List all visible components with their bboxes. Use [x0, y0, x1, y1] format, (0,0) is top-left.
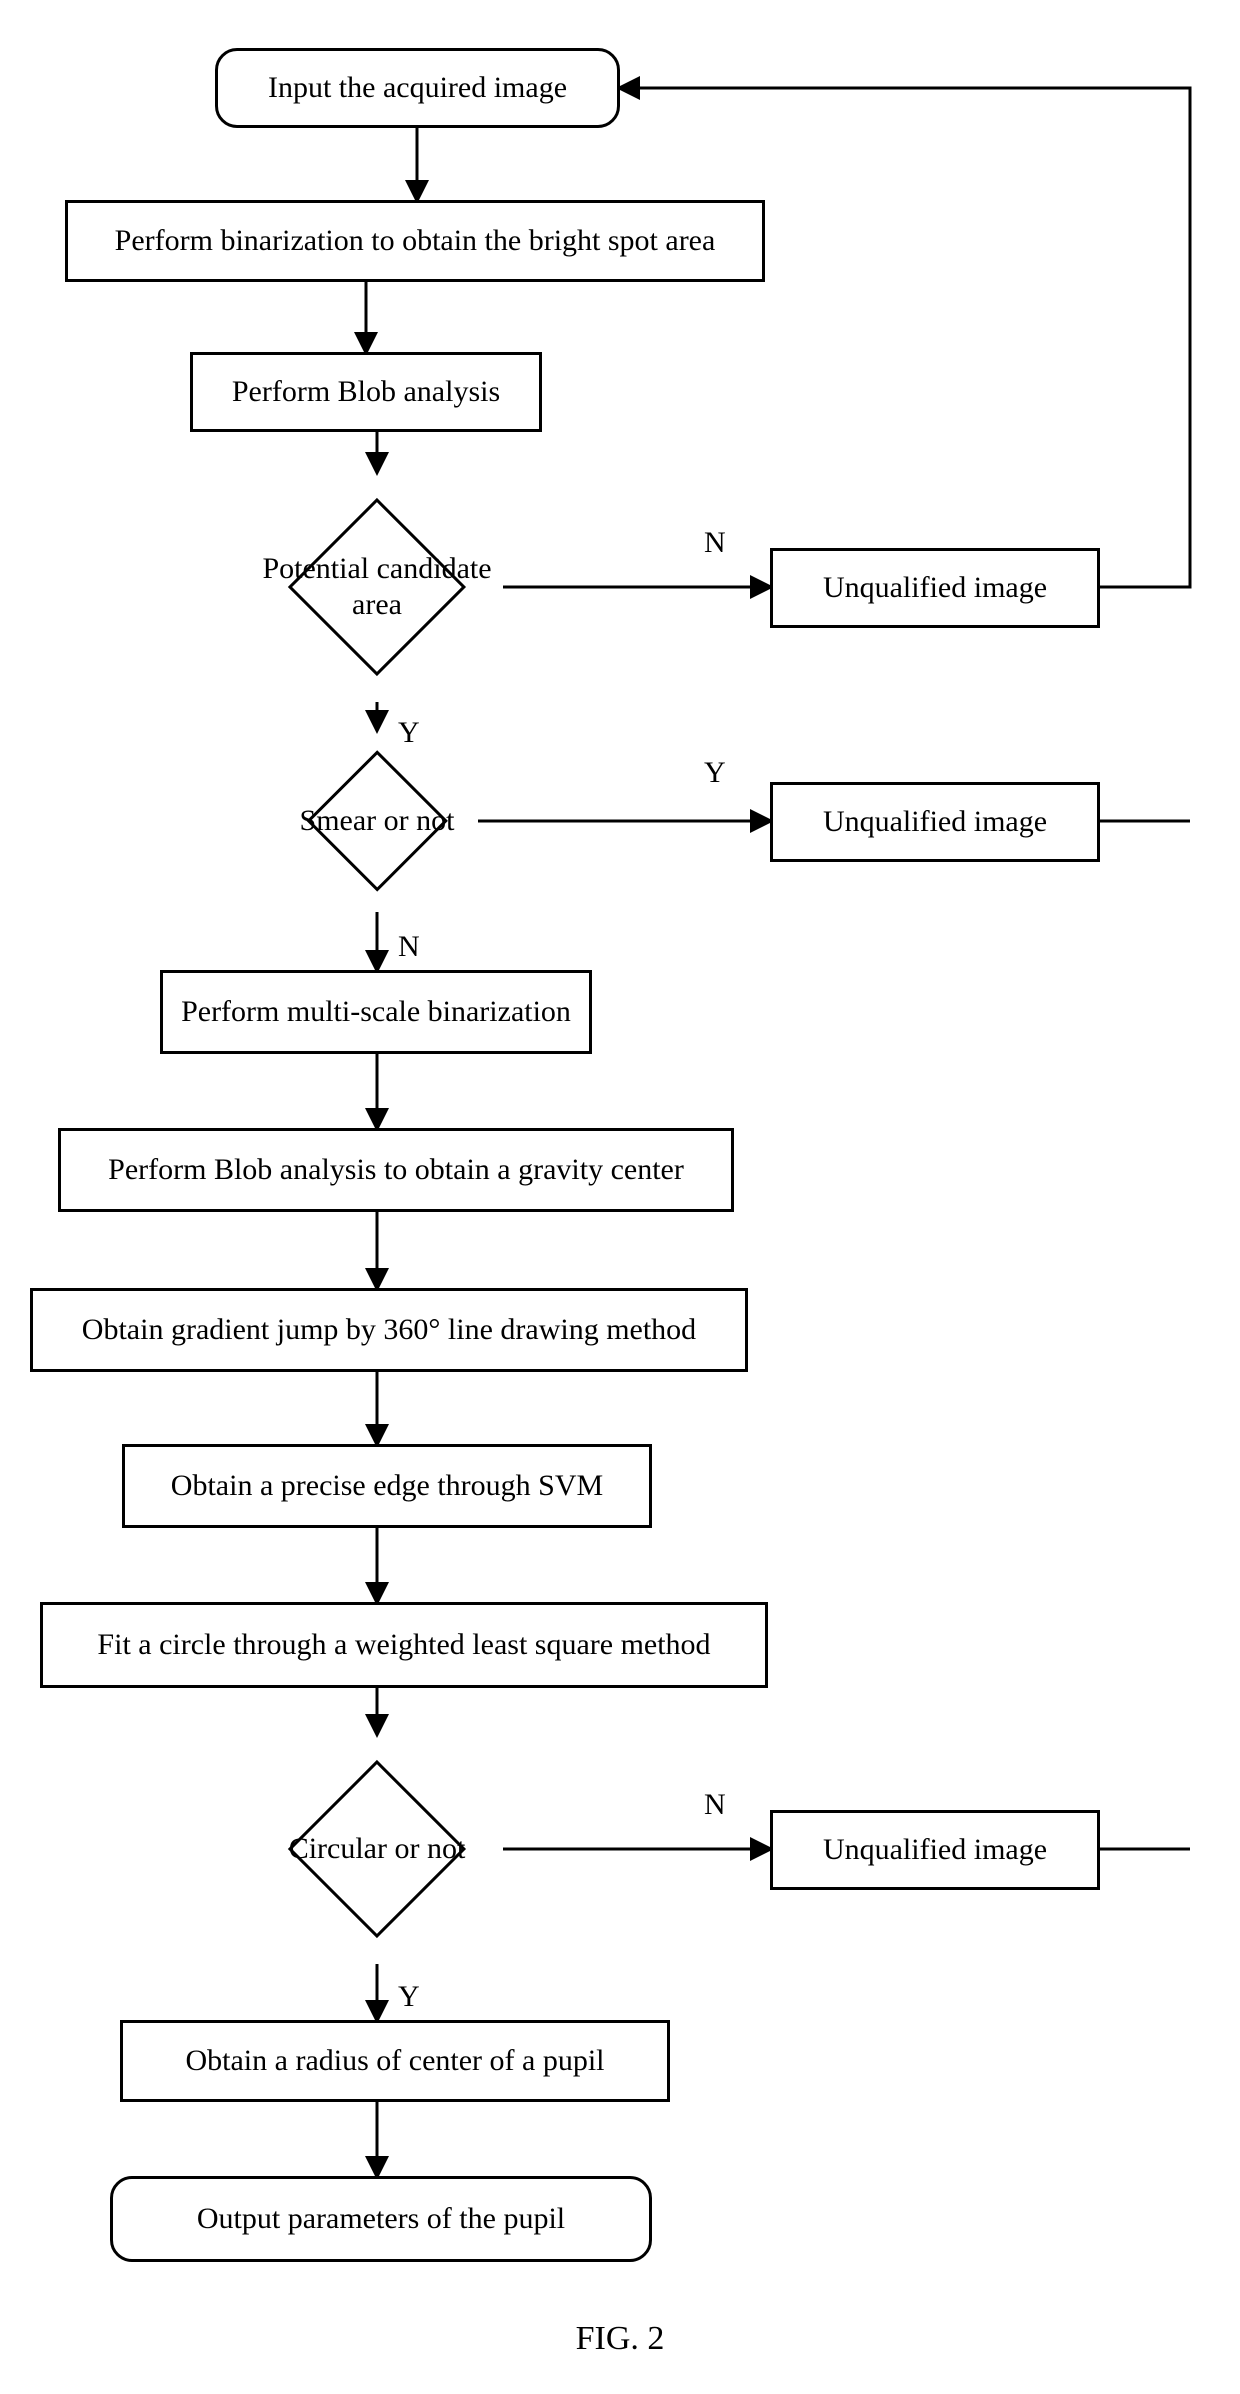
flow-node-u1: Unqualified image [770, 548, 1100, 628]
flow-node-u3: Unqualified image [770, 1810, 1100, 1890]
flow-node-label-d1: Potential candidate area [248, 498, 506, 676]
flow-node-text-n8: Fit a circle through a weighted least sq… [97, 1626, 710, 1664]
flow-node-u2: Unqualified image [770, 782, 1100, 862]
flow-node-text-u1: Unqualified image [823, 569, 1047, 607]
edge-label: Y [704, 756, 726, 790]
flow-node-text-n2: Perform binarization to obtain the brigh… [115, 222, 716, 260]
flow-node-text-u2: Unqualified image [823, 803, 1047, 841]
flow-node-text-n5: Perform Blob analysis to obtain a gravit… [108, 1151, 684, 1189]
flow-node-text-n7: Obtain a precise edge through SVM [171, 1467, 603, 1505]
flow-node-label-d3: Circular or not [248, 1760, 506, 1938]
flowchart-canvas: FIG. 2 Input the acquired image Perform b… [0, 0, 1240, 2394]
flow-node-n4: Perform multi-scale binarization [160, 970, 592, 1054]
flow-node-text-u3: Unqualified image [823, 1831, 1047, 1869]
edge-label: N [704, 526, 726, 560]
edge-label: Y [398, 716, 420, 750]
flow-node-n8: Fit a circle through a weighted least sq… [40, 1602, 768, 1688]
flow-node-text-n1: Input the acquired image [268, 69, 567, 107]
figure-caption: FIG. 2 [0, 2320, 1240, 2358]
flow-node-text-n4: Perform multi-scale binarization [181, 993, 571, 1031]
flow-node-label-d2: Smear or not [266, 750, 488, 892]
flow-node-text-n10: Output parameters of the pupil [197, 2200, 565, 2238]
flow-node-n1: Input the acquired image [215, 48, 620, 128]
edge-label: N [704, 1788, 726, 1822]
flow-node-n7: Obtain a precise edge through SVM [122, 1444, 652, 1528]
flow-node-n10: Output parameters of the pupil [110, 2176, 652, 2262]
flow-node-n5: Perform Blob analysis to obtain a gravit… [58, 1128, 734, 1212]
flow-node-n9: Obtain a radius of center of a pupil [120, 2020, 670, 2102]
edge-label: Y [398, 1980, 420, 2014]
edge-label: N [398, 930, 420, 964]
flow-node-text-n3: Perform Blob analysis [232, 373, 500, 411]
flow-node-n2: Perform binarization to obtain the brigh… [65, 200, 765, 282]
flow-node-n6: Obtain gradient jump by 360° line drawin… [30, 1288, 748, 1372]
flow-node-text-n6: Obtain gradient jump by 360° line drawin… [82, 1311, 696, 1349]
flow-node-text-n9: Obtain a radius of center of a pupil [185, 2042, 604, 2080]
flow-node-n3: Perform Blob analysis [190, 352, 542, 432]
